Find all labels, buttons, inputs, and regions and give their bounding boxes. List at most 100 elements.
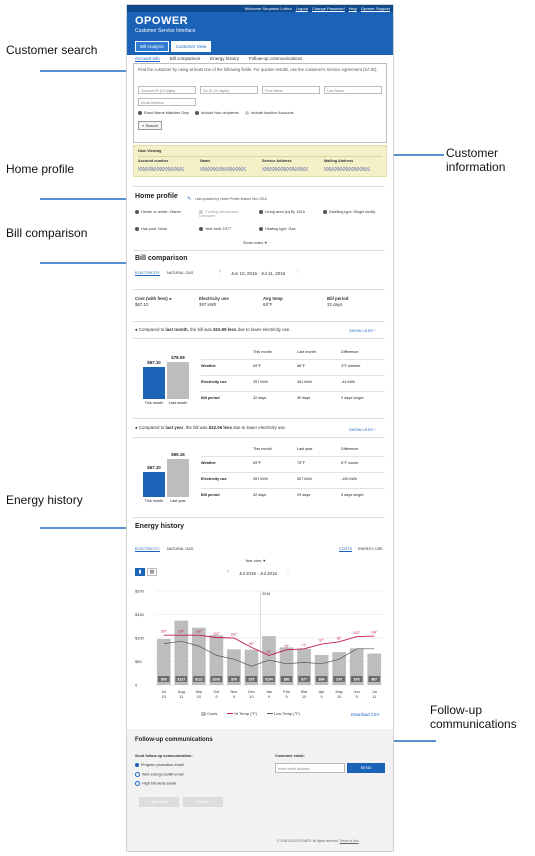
table-row-divider: [201, 488, 385, 489]
bill-tab-gas[interactable]: NATURAL GAS: [167, 271, 194, 275]
energy-unit-use[interactable]: ENERGY USE: [358, 547, 383, 551]
x-tick-day: 9: [215, 695, 217, 699]
logout-link[interactable]: Logout: [295, 6, 308, 11]
now-viewing-panel: Now Viewing Account number Name Service …: [133, 145, 387, 177]
divider: [133, 186, 385, 187]
hi-temp-label: 103°: [353, 631, 360, 635]
tab-customer-view[interactable]: Customer View: [170, 41, 212, 52]
save-draft-button[interactable]: Save draft: [139, 797, 179, 807]
cost-bar-label: $104: [265, 678, 273, 682]
cost-bar: [262, 636, 276, 685]
last-name-input[interactable]: Last Name: [324, 86, 382, 94]
hi-temp-label: 104°: [371, 631, 378, 635]
check-icon: [135, 210, 139, 214]
hi-temp-label: 100°: [231, 633, 238, 637]
x-tick-month: Jan: [266, 690, 272, 694]
cost-label-bg: [298, 676, 310, 682]
email-input[interactable]: Email Address: [138, 98, 196, 106]
option-high-bill[interactable]: High bill alerts email: [135, 781, 176, 786]
bar-chart-view-icon[interactable]: ▮: [135, 568, 145, 576]
cost-bar-label: $106: [213, 678, 221, 682]
table-cell: 32 days: [253, 396, 267, 400]
subtab-bill-comparison[interactable]: Bill comparison: [169, 56, 201, 61]
sa-id-input[interactable]: SA ID (10 digits): [200, 86, 258, 94]
search-button[interactable]: ⌕ Search: [138, 121, 163, 130]
energy-tab-electricity[interactable]: ELECTRICITY: [135, 547, 160, 552]
divider: [133, 437, 385, 438]
bar-last-label: $99.16: [171, 452, 185, 457]
prev-period-icon[interactable]: ‹: [219, 269, 221, 275]
pencil-icon[interactable]: ✎: [187, 196, 192, 202]
show-less-month[interactable]: SHOW LESS ^: [349, 328, 376, 333]
cost-label-bg: [193, 676, 205, 682]
x-tick-day: 10: [249, 695, 253, 699]
option-web-toolkit[interactable]: Web energy toolkit email: [135, 772, 184, 777]
divider: [133, 418, 385, 419]
terms-link[interactable]: Terms of Use: [339, 839, 359, 843]
now-viewing-title: Now Viewing: [138, 149, 162, 153]
cancel-button[interactable]: Cancel: [183, 797, 223, 807]
bar-this-month: [143, 472, 165, 497]
opower-support-link[interactable]: Opower Support: [360, 6, 390, 11]
non-recipients-option[interactable]: Include Non-recipients: [194, 111, 239, 115]
show-less-year[interactable]: SHOW LESS ^: [349, 427, 376, 432]
table-row-label: Bill period: [201, 493, 220, 497]
annotation-line: [392, 154, 444, 156]
col-mailing-address: Mailing Address: [324, 159, 354, 163]
cost-bar: [297, 648, 311, 685]
table-cell: 3°F warmer: [341, 364, 361, 368]
year-view-dropdown[interactable]: Year view ▼: [245, 559, 267, 563]
next-range-icon[interactable]: ›: [287, 569, 289, 575]
annotation-home-profile: Home profile: [6, 162, 75, 176]
next-period-icon[interactable]: ›: [297, 269, 299, 275]
bill-tab-electricity[interactable]: ELECTRICITY: [135, 271, 160, 276]
y-tick-label: 0: [135, 683, 138, 688]
info-icon[interactable]: ●: [168, 296, 172, 301]
table-header: Difference: [341, 447, 359, 451]
tab-bill-analysis[interactable]: Bill Analysis: [135, 41, 169, 52]
hi-temp-label: 77°: [302, 643, 308, 647]
option-program-promotion[interactable]: Program promotion email: [135, 763, 184, 767]
inactive-accounts-option[interactable]: Include Inactive Accounts: [244, 111, 294, 115]
annotation-customer-search: Customer search: [6, 43, 98, 57]
hi-temp-label: 80°: [249, 642, 255, 646]
show-notes-link[interactable]: Show notes ▼: [243, 241, 268, 245]
x-tick-month: Mar: [301, 690, 308, 694]
download-csv-link[interactable]: Download CSV: [351, 712, 380, 717]
subtab-energy-history[interactable]: Energy history: [210, 56, 240, 61]
y-tick-label: $50: [135, 659, 142, 664]
prev-range-icon[interactable]: ‹: [227, 569, 229, 575]
info-icon: ●: [135, 425, 138, 430]
table-header: Last month: [297, 350, 316, 354]
bar-last: [167, 362, 189, 399]
profile-heating: Heating type: Gas: [259, 227, 295, 231]
table-cell: 357 kWh: [253, 380, 268, 384]
subtab-followup[interactable]: Follow-up communications: [249, 56, 303, 61]
subtab-account-info[interactable]: Account info: [135, 56, 160, 62]
annotation-customer-information: Customer information: [446, 146, 506, 174]
stat-cost-label: Cost (with fees) ●: [135, 296, 172, 301]
legend-low-temp: Low Temp (°F): [266, 711, 300, 716]
energy-tab-gas[interactable]: NATURAL GAS: [167, 547, 194, 551]
table-cell: 357 kWh: [253, 477, 268, 481]
energy-unit-costs[interactable]: COSTS: [339, 547, 353, 552]
send-button[interactable]: SEND: [347, 763, 385, 773]
customer-email-input[interactable]: enter email address: [275, 763, 345, 773]
divider: [133, 250, 385, 251]
first-name-input[interactable]: First Name: [262, 86, 320, 94]
table-row-label: Weather: [201, 364, 216, 368]
table-row-divider: [201, 472, 385, 473]
table-view-icon[interactable]: ▦: [147, 568, 157, 576]
search-options: Exact Name Matches Only Include Non-reci…: [138, 111, 294, 115]
account-id-input[interactable]: Account ID (10 digits): [138, 86, 196, 94]
exact-match-option[interactable]: Exact Name Matches Only: [138, 111, 189, 115]
x-tick-day: 9: [321, 695, 323, 699]
table-cell: 2 days longer: [341, 396, 364, 400]
x-tick-month: Feb: [283, 690, 290, 694]
stat-period-label: Bill period: [327, 296, 349, 301]
cost-bar-label: $78: [354, 678, 360, 682]
table-cell: 75°F: [297, 461, 306, 465]
send-followup-label: Send follow-up communication:: [135, 754, 193, 758]
change-password-link[interactable]: Change Password: [311, 6, 345, 11]
help-link[interactable]: Help: [348, 6, 357, 11]
